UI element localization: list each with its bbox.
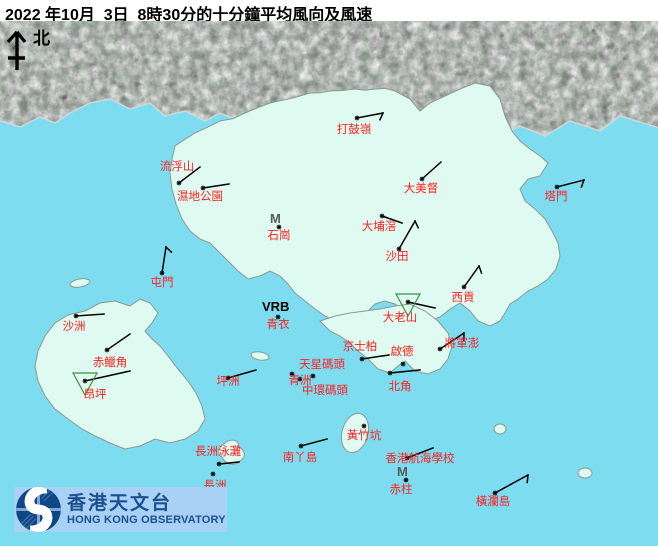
svg-text:昂坪: 昂坪 bbox=[84, 388, 107, 401]
svg-text:啟德: 啟德 bbox=[391, 344, 414, 358]
svg-text:青衣: 青衣 bbox=[267, 317, 290, 331]
svg-text:濕地公園: 濕地公園 bbox=[177, 190, 223, 203]
svg-text:沙洲: 沙洲 bbox=[63, 320, 86, 333]
svg-text:沙田: 沙田 bbox=[386, 250, 409, 263]
svg-text:青洲: 青洲 bbox=[289, 374, 312, 387]
svg-text:M: M bbox=[270, 211, 281, 226]
svg-text:VRB: VRB bbox=[262, 299, 289, 314]
svg-text:大美督: 大美督 bbox=[404, 181, 439, 195]
svg-text:北: 北 bbox=[33, 29, 50, 48]
svg-text:南丫島: 南丫島 bbox=[283, 450, 318, 464]
svg-text:大老山: 大老山 bbox=[383, 310, 418, 324]
svg-text:天星碼頭: 天星碼頭 bbox=[299, 358, 345, 371]
svg-text:北角: 北角 bbox=[389, 380, 412, 393]
svg-text:京士柏: 京士柏 bbox=[343, 339, 378, 353]
svg-text:西貢: 西貢 bbox=[452, 291, 475, 304]
svg-text:流浮山: 流浮山 bbox=[160, 159, 195, 173]
svg-text:香港航海學校: 香港航海學校 bbox=[386, 451, 455, 465]
svg-text:石崗: 石崗 bbox=[268, 229, 291, 242]
svg-text:打鼓嶺: 打鼓嶺 bbox=[337, 122, 372, 136]
svg-text:赤柱: 赤柱 bbox=[390, 482, 413, 496]
svg-text:大埔滘: 大埔滘 bbox=[362, 219, 397, 233]
svg-text:赤鱲角: 赤鱲角 bbox=[93, 356, 128, 369]
svg-text:坪洲: 坪洲 bbox=[217, 375, 240, 388]
svg-text:黃竹坑: 黃竹坑 bbox=[347, 428, 382, 442]
svg-text:M: M bbox=[397, 464, 408, 479]
svg-text:將軍澎: 將軍澎 bbox=[445, 336, 480, 350]
svg-text:塔門: 塔門 bbox=[545, 190, 568, 203]
svg-text:屯門: 屯門 bbox=[151, 276, 174, 289]
svg-text:橫瀾島: 橫瀾島 bbox=[476, 494, 511, 508]
svg-text:長洲泳灘: 長洲泳灘 bbox=[195, 444, 241, 458]
